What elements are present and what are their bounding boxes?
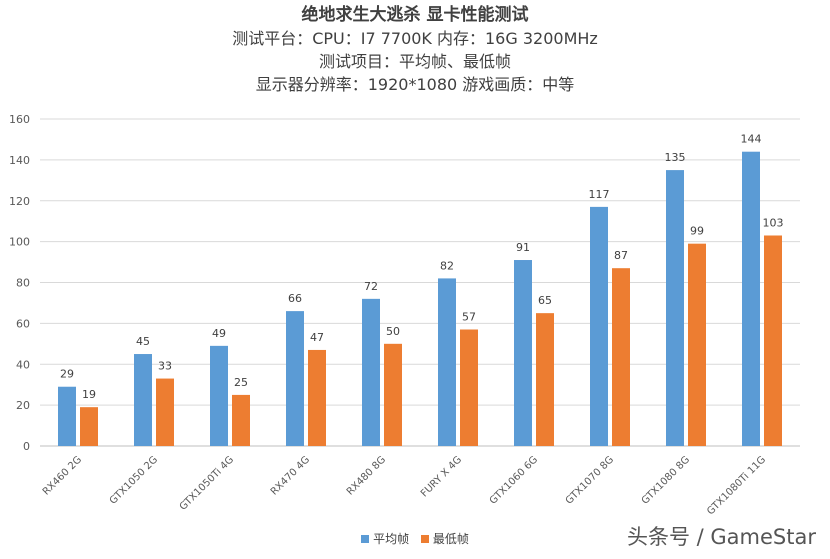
data-label: 33 (158, 360, 172, 373)
y-tick-label: 0 (23, 440, 30, 453)
bar (80, 407, 98, 446)
data-label: 29 (60, 368, 74, 381)
y-tick-label: 80 (16, 277, 30, 290)
bar (58, 386, 76, 446)
x-tick-label: FURY X 4G (419, 454, 464, 499)
x-tick-label: GTX1060 6G (488, 454, 540, 506)
bar (384, 343, 402, 446)
data-label: 19 (82, 388, 96, 401)
x-tick-label: GTX1070 8G (564, 454, 616, 506)
bar (156, 378, 174, 446)
y-tick-label: 100 (9, 236, 30, 249)
legend-swatch-min (420, 534, 429, 543)
legend-item-avg: 平均帧 (361, 530, 409, 547)
legend-label-min: 最低帧 (432, 532, 469, 546)
bar (308, 349, 326, 446)
chart-subtitle-platform: 测试平台：CPU：I7 7700K 内存：16G 3200MHz (232, 29, 598, 48)
data-label: 66 (288, 292, 302, 305)
data-label: 49 (212, 327, 226, 340)
bar (362, 298, 380, 446)
y-tick-label: 40 (16, 358, 30, 371)
data-label: 99 (690, 225, 704, 238)
bar (742, 151, 760, 446)
legend-label-avg: 平均帧 (373, 532, 410, 546)
y-tick-label: 120 (9, 195, 30, 208)
bar (134, 354, 152, 446)
chart-legend: 平均帧 最低帧 (0, 530, 830, 547)
bar (514, 260, 532, 446)
y-tick-label: 20 (16, 399, 30, 412)
bar (210, 345, 228, 446)
x-tick-label: RX470 4G (269, 454, 312, 497)
x-tick-label: RX460 2G (41, 454, 84, 497)
data-label: 65 (538, 294, 552, 307)
x-tick-label: GTX1080Ti 11G (705, 454, 768, 517)
bar (666, 170, 684, 446)
bar (536, 313, 554, 446)
data-label: 45 (136, 335, 150, 348)
bar (688, 243, 706, 446)
data-label: 82 (440, 259, 454, 272)
bar (232, 394, 250, 446)
bar-chart: 0 20 40 60 80 100 120 140 160 29 19 RX460 2G 45 33 GTX… (9, 113, 800, 517)
data-label: 91 (516, 241, 530, 254)
data-label: 87 (614, 249, 628, 262)
data-label: 103 (763, 216, 784, 229)
y-tick-label: 160 (9, 113, 30, 126)
chart-subtitle-resolution: 显示器分辨率：1920*1080 游戏画质：中等 (255, 75, 575, 94)
bar (764, 235, 782, 446)
data-label: 135 (665, 151, 686, 164)
bar (612, 268, 630, 446)
data-label: 50 (386, 325, 400, 338)
data-label: 72 (364, 280, 378, 293)
bar (438, 278, 456, 446)
watermark: 头条号 / GameStar (626, 525, 816, 549)
chart-titles: 绝地求生大逃杀 显卡性能测试 测试平台：CPU：I7 7700K 内存：16G … (0, 4, 830, 96)
chart-subtitle-items: 测试项目：平均帧、最低帧 (318, 52, 511, 71)
data-label: 144 (741, 133, 762, 146)
x-tick-label: GTX1080 8G (640, 454, 692, 506)
legend-swatch-avg (361, 534, 370, 543)
bar (590, 206, 608, 446)
bar (286, 311, 304, 446)
data-label: 117 (589, 188, 610, 201)
x-tick-label: GTX1050 2G (108, 454, 160, 506)
x-tick-label: GTX1050Ti 4G (178, 454, 236, 512)
data-label: 57 (462, 311, 476, 324)
y-tick-label: 60 (16, 317, 30, 330)
chart-title: 绝地求生大逃杀 显卡性能测试 (301, 5, 529, 25)
legend-item-min: 最低帧 (420, 530, 469, 547)
bar (460, 329, 478, 446)
data-label: 25 (234, 376, 248, 389)
x-tick-label: RX480 8G (345, 454, 388, 497)
y-tick-label: 140 (9, 154, 30, 167)
data-label: 47 (310, 331, 324, 344)
